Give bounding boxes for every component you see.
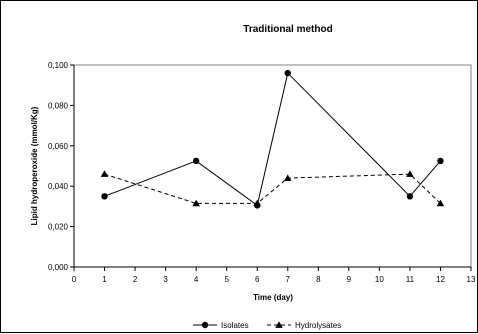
y-tick-label: 0,060	[48, 142, 69, 151]
data-point	[253, 199, 262, 207]
legend-marker	[275, 321, 283, 328]
x-axis-title: Time (day)	[253, 293, 293, 302]
x-tick-label: 10	[375, 275, 384, 284]
x-tick-label: 7	[286, 275, 291, 284]
series-line	[104, 72, 441, 207]
legend: Isolates Hydrolysates	[193, 321, 341, 330]
data-point	[192, 199, 200, 207]
legend-label: Isolates	[221, 321, 249, 330]
x-tick-label: 12	[436, 275, 445, 284]
data-point	[284, 69, 291, 77]
series-isolates	[101, 69, 444, 209]
data-point	[101, 193, 108, 200]
data-point	[437, 157, 444, 165]
x-tick-label: 1	[102, 275, 107, 284]
y-axis-title: Lipid hydroperoxide (mmol/Kg)	[30, 106, 39, 225]
data-point	[192, 157, 200, 165]
x-tick-label: 11	[406, 275, 415, 284]
data-point	[100, 170, 109, 177]
x-tick-label: 2	[133, 275, 138, 284]
plot-border	[73, 64, 472, 268]
y-tick-label: 0,000	[48, 263, 69, 272]
x-tick-label: 0	[72, 275, 77, 284]
x-tick-label: 13	[467, 275, 476, 284]
y-tick-label: 0,100	[48, 61, 69, 70]
x-tick-label: 3	[163, 275, 168, 284]
legend-item-isolates: Isolates	[193, 321, 249, 330]
series-hydrolysates	[100, 170, 445, 207]
data-point	[283, 174, 292, 181]
y-tick-label: 0,020	[48, 223, 69, 232]
x-tick-label: 6	[255, 275, 260, 284]
series-line	[104, 173, 441, 204]
legend-marker	[201, 321, 209, 329]
y-tick-label: 0,040	[48, 182, 69, 191]
series-layer	[100, 69, 445, 209]
y-tick-label: 0,080	[48, 101, 69, 110]
plot-area	[73, 64, 472, 268]
legend-label: Hydrolysates	[295, 321, 341, 330]
chart-title: Traditional method	[243, 24, 332, 35]
legend-item-hydrolysates: Hydrolysates	[267, 321, 341, 330]
data-point	[436, 199, 445, 207]
x-axis: 0 1 2 3 4 5 6 7 8 9 10 11 12 13	[72, 266, 476, 284]
x-tick-label: 5	[224, 275, 229, 284]
data-point	[406, 193, 414, 200]
data-point	[406, 170, 414, 177]
x-tick-label: 4	[194, 275, 199, 284]
y-axis: 0,000 0,020 0,040 0,060 0,080 0,100	[48, 61, 75, 272]
x-tick-label: 9	[347, 275, 352, 284]
x-tick-label: 8	[316, 275, 321, 284]
